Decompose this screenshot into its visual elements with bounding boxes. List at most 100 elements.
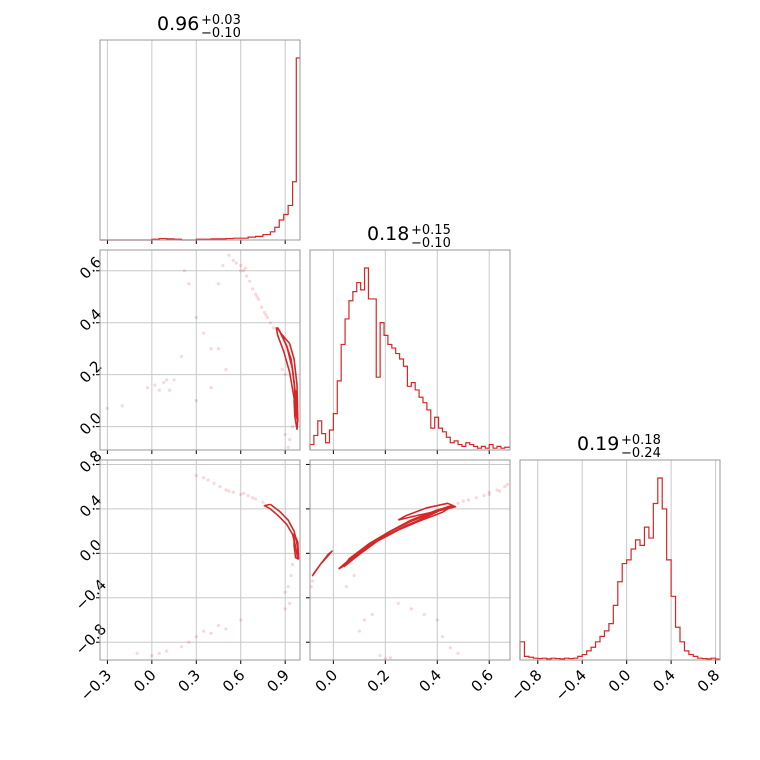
scatter-31-point-16 — [286, 585, 290, 589]
scatter-21-point-28 — [105, 406, 110, 411]
scatter-31-point-14 — [290, 562, 295, 567]
scatter-32-point-21 — [440, 635, 445, 639]
scatter-21-contour-1 — [275, 327, 298, 418]
scatter-31-point-31 — [288, 601, 292, 605]
scatter-21-point-16 — [221, 263, 225, 268]
hist-3-bin-35 — [676, 627, 680, 660]
scatter-31-point-26 — [209, 631, 213, 635]
hist-3-xtick-label-2: 0.0 — [605, 666, 635, 696]
histogram-panel-param-2 — [309, 249, 511, 454]
scatter-31-point-27 — [216, 623, 221, 628]
hist-1-bin-27 — [288, 205, 292, 240]
scatter-32-point-12 — [378, 653, 382, 658]
scatter-31-point-29 — [239, 618, 243, 622]
hist-3-bin-37 — [684, 651, 688, 660]
scatter-31-ytick-label-0: −0.8 — [72, 620, 110, 658]
hist-3-bin-30 — [653, 503, 657, 660]
scatter-21-point-3 — [242, 269, 246, 273]
scatter-31-point-13 — [250, 496, 255, 500]
hist-3-bin-24 — [627, 560, 631, 660]
hist-3-bin-29 — [649, 538, 653, 660]
hist-3-bin-0 — [520, 642, 524, 660]
scatter-32-point-13 — [388, 656, 393, 660]
scatter-21-point-10 — [262, 310, 267, 314]
histogram-panel-param-1 — [99, 39, 301, 244]
scatter-31-point-18 — [135, 651, 139, 655]
scatter-31-contour-0 — [263, 503, 299, 560]
hist-3-bin-36 — [680, 642, 684, 660]
scatter-32-point-7 — [503, 485, 507, 489]
title-2-value: 0.18 — [367, 223, 409, 245]
scatter-21-point-4 — [245, 274, 249, 278]
hist-3-xtick-label-0: −0.8 — [507, 666, 545, 704]
scatter-21-point-18 — [255, 295, 259, 299]
scatter-21-point-12 — [268, 321, 272, 325]
scatter-32-point-0 — [456, 501, 460, 505]
hist-3-bin-23 — [622, 564, 626, 660]
scatter-31-point-9 — [194, 473, 198, 478]
scatter-21-point-21 — [157, 388, 161, 392]
scatter-21-point-24 — [145, 386, 150, 390]
scatter-21-point-43 — [224, 367, 228, 372]
scatter-32-contour-2 — [397, 502, 457, 521]
scatter-31-ytick-label-3: 0.4 — [76, 491, 106, 521]
scatter-21-point-32 — [179, 354, 184, 359]
scatter-31-ytick-label-2: 0.0 — [76, 536, 106, 566]
scatter-21-point-35 — [216, 282, 221, 286]
scatter-31-point-5 — [239, 492, 243, 497]
scatter-21-point-15 — [227, 253, 231, 257]
scatter-21-point-41 — [283, 373, 287, 377]
title-2-upper: +0.15 — [411, 223, 451, 238]
scatter-21-point-45 — [194, 399, 198, 403]
hist-3-xtick-label-3: 0.4 — [649, 666, 679, 696]
scatter-32-point-1 — [461, 499, 465, 503]
hist-2-bin-19 — [384, 335, 388, 450]
title-1-upper: +0.03 — [201, 13, 241, 28]
scatter-32-point-3 — [474, 496, 478, 500]
scatter-32-xtick-label-0: 0.0 — [312, 666, 342, 696]
scatter-32-point-4 — [482, 493, 486, 498]
scatter-31-point-30 — [283, 607, 287, 611]
scatter-21-point-9 — [259, 305, 264, 309]
scatter-32-point-19 — [422, 612, 426, 617]
hist-2-frame — [309, 249, 511, 451]
scatter-31-point-22 — [179, 645, 184, 649]
hist-2-bin-12 — [357, 283, 361, 450]
hist-3-bin-28 — [644, 527, 648, 660]
scatter-32-point-27 — [498, 489, 502, 493]
scatter-21-point-36 — [283, 432, 287, 437]
title-3-lower: −0.24 — [621, 446, 661, 461]
hist-2-bin-26 — [411, 383, 415, 450]
scatter-31-point-11 — [227, 489, 231, 493]
hist-2-bin-23 — [400, 359, 404, 450]
scatter-32-point-25 — [352, 573, 356, 578]
histogram-panel-param-3: −0.8 −0.4 0.0 0.4 0.8 — [507, 459, 723, 705]
scatter-32-point-23 — [456, 651, 460, 655]
hist-2-bin-17 — [376, 377, 380, 450]
scatter-21-point-13 — [271, 326, 275, 330]
scatter-32-point-18 — [409, 607, 413, 611]
hist-3-bin-31 — [658, 478, 662, 660]
title-1-lower: −0.10 — [201, 26, 241, 41]
scatter-31-point-23 — [187, 640, 191, 644]
hist-3-bin-21 — [613, 605, 617, 660]
scatter-31-point-21 — [165, 649, 169, 653]
hist-2-bin-11 — [353, 292, 357, 450]
hist-3-bin-19 — [604, 631, 608, 660]
scatter-21-point-29 — [194, 315, 198, 320]
title-1-value: 0.96 — [157, 13, 199, 35]
scatter-panel-param-2-vs-1: 0.0 0.2 0.4 0.6 — [76, 249, 301, 454]
hist-2-step-line — [309, 267, 510, 450]
scatter-31-xtick-label-1: 0.0 — [130, 666, 160, 696]
scatter-31-point-2 — [218, 485, 222, 489]
scatter-32-xtick-label-1: 0.2 — [364, 666, 394, 696]
hist-1-bin-23 — [270, 232, 274, 240]
scatter-31-xtick-label-2: 0.3 — [175, 666, 205, 696]
scatter-32-contour-3 — [311, 550, 333, 577]
scatter-32-point-5 — [487, 490, 491, 494]
scatter-21-point-11 — [265, 315, 270, 320]
hist-3-bin-25 — [631, 549, 635, 660]
hist-2-bin-20 — [388, 344, 392, 450]
scatter-21-point-30 — [202, 331, 206, 335]
hist-1-bin-22 — [263, 235, 270, 240]
